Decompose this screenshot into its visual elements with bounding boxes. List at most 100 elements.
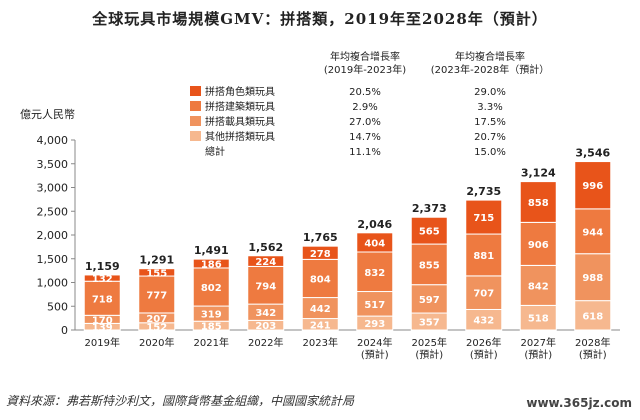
bar-segment <box>519 181 557 223</box>
legend-cagr-2023-2028: 20.7% <box>474 132 506 143</box>
y-tick-label: 3,500 <box>37 158 69 171</box>
bar-segment <box>519 221 557 266</box>
bar-value-label: 988 <box>582 273 603 284</box>
y-tick-label: 2,000 <box>37 229 69 242</box>
bar-value-label: 944 <box>582 227 603 238</box>
bar-value-label: 794 <box>255 281 276 292</box>
bar-segment <box>192 267 230 307</box>
bar-value-label: 224 <box>255 257 276 268</box>
x-tick-label: 2024年 <box>357 336 392 349</box>
bar-value-label: 517 <box>364 300 385 311</box>
bar-segment <box>519 264 557 306</box>
legend-swatch <box>190 116 201 126</box>
legend-cagr-2019-2023: 27.0% <box>349 117 381 128</box>
bar-value-label: 186 <box>201 260 222 271</box>
bar-value-label: 777 <box>146 290 167 301</box>
bar-value-label: 293 <box>364 319 385 330</box>
bar-segment <box>356 291 394 317</box>
bar-value-label: 802 <box>201 283 222 294</box>
bar-value-label: 203 <box>255 321 276 332</box>
bar-value-label: 804 <box>310 274 331 285</box>
bar-segment <box>356 232 394 253</box>
x-tick-label: (預計) <box>361 348 389 361</box>
bar-value-label: 906 <box>528 240 549 251</box>
legend-swatch <box>190 101 201 111</box>
bar-value-label: 618 <box>582 311 603 322</box>
bar-value-label: 404 <box>364 238 385 249</box>
bar-segment <box>301 258 339 299</box>
legend-cagr-2023-2028: 29.0% <box>474 87 506 98</box>
bar-value-label: 881 <box>473 251 494 262</box>
bar-value-label: 155 <box>146 268 167 279</box>
bar-segment <box>574 300 612 331</box>
y-tick-label: 2,500 <box>37 205 69 218</box>
bar-total-label: 1,491 <box>194 244 229 257</box>
bar-value-label: 715 <box>473 213 494 224</box>
bar-segment <box>138 275 176 314</box>
bar-value-label: 518 <box>528 314 549 325</box>
x-tick-label: 2023年 <box>303 336 338 349</box>
y-tick-label: 0 <box>61 324 68 337</box>
y-tick-label: 3,000 <box>37 182 69 195</box>
x-tick-label: 2019年 <box>85 336 120 349</box>
bar-total-label: 2,373 <box>412 202 447 215</box>
bar-total-label: 2,735 <box>466 185 501 198</box>
bar-segment <box>465 233 503 277</box>
bar-value-label: 842 <box>528 281 549 292</box>
bar-segment <box>356 251 394 293</box>
stacked-bar-chart: 億元人民幣 0 500 1,000 1,500 2,000 2,500 3,000 3,500 4… <box>20 50 620 361</box>
bar-segment <box>138 268 176 277</box>
bar-value-label: 996 <box>582 181 603 192</box>
legend-cagr-2019-2023: 2.9% <box>352 102 377 113</box>
legend-header-cagr-2023-2028: (2023年-2028年（預計） <box>431 63 549 76</box>
bar-value-label: 597 <box>419 295 440 306</box>
bar-segment <box>410 284 448 314</box>
bar-value-label: 707 <box>473 289 494 300</box>
bar-segment <box>83 274 121 282</box>
y-tick-label: 1,500 <box>37 253 69 266</box>
legend-label: 拼搭角色類玩具 <box>205 85 275 98</box>
x-tick-label: (預計) <box>579 348 607 361</box>
bar-value-label: 319 <box>201 310 222 321</box>
legend-header-cagr-2023-2028: 年均複合增長率 <box>455 50 525 63</box>
legend-label: 拼搭建築類玩具 <box>205 100 275 113</box>
legend-swatch <box>190 86 201 96</box>
bar-value-label: 207 <box>146 314 167 325</box>
x-tick-label: 2026年 <box>466 336 501 349</box>
bar-segment <box>247 265 285 305</box>
bar-total-label: 3,546 <box>575 147 610 160</box>
y-tick-label: 4,000 <box>37 134 69 147</box>
bar-value-label: 132 <box>92 274 113 285</box>
data-source-note: 資料來源：弗若斯特沙利文，國際貨幣基金組織，中國國家統計局 <box>6 394 355 408</box>
legend-swatch <box>190 131 201 141</box>
bar-total-label: 1,562 <box>248 241 283 254</box>
x-tick-label: 2027年 <box>521 336 556 349</box>
bar-value-label: 342 <box>255 308 276 319</box>
bar-value-label: 858 <box>528 198 549 209</box>
legend-header-cagr-2019-2023: 年均複合增長率 <box>330 50 400 63</box>
legend-label: 拼搭載具類玩具 <box>205 115 275 128</box>
bar-segment <box>410 216 448 245</box>
bar-value-label: 139 <box>92 323 113 334</box>
chart-title: 全球玩具市場規模GMV：拼搭類，2019年至2028年（預計） <box>92 10 548 28</box>
legend-header-cagr-2019-2023: (2019年-2023年) <box>324 63 406 76</box>
bar-total-label: 1,159 <box>85 260 120 273</box>
bar-value-label: 241 <box>310 320 331 331</box>
legend-cagr-2023-2028: 3.3% <box>477 102 502 113</box>
bar-total-label: 1,765 <box>303 231 338 244</box>
bar-segment <box>301 245 339 260</box>
x-tick-label: 2028年 <box>575 336 610 349</box>
x-tick-label: (預計) <box>415 348 443 361</box>
legend-cagr-2019-2023: 14.7% <box>349 132 381 143</box>
bar-value-label: 357 <box>419 318 440 329</box>
x-tick-label: 2020年 <box>139 336 174 349</box>
bar-value-label: 170 <box>92 315 113 326</box>
bar-value-label: 442 <box>310 304 331 315</box>
bar-value-label: 432 <box>473 316 494 327</box>
legend-cagr-2023-2028: 15.0% <box>474 147 506 158</box>
x-tick-label: (預計) <box>524 348 552 361</box>
bar-value-label: 855 <box>419 260 440 271</box>
bar-value-label: 185 <box>201 322 222 333</box>
x-tick-label: 2021年 <box>194 336 229 349</box>
legend-cagr-2019-2023: 11.1% <box>349 147 381 158</box>
